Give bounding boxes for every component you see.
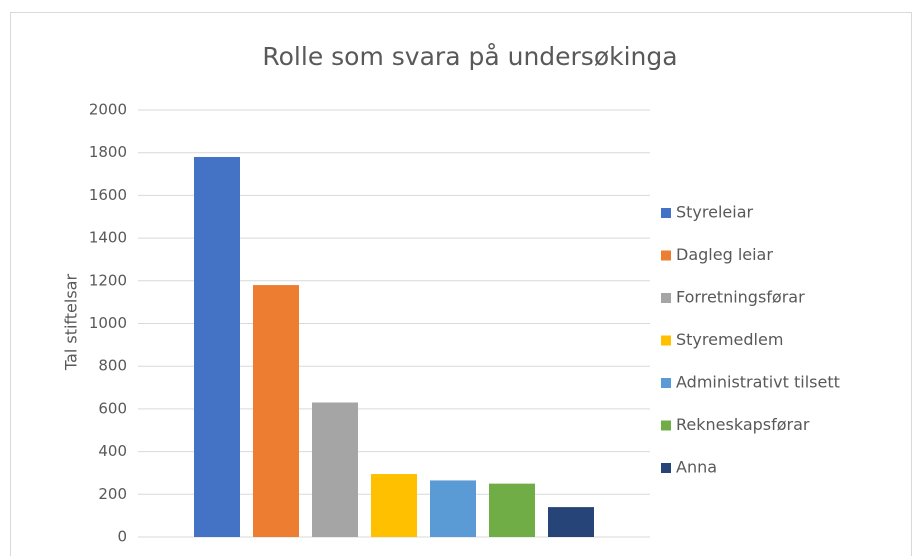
legend-swatch xyxy=(661,463,671,473)
bar xyxy=(312,402,358,537)
legend-label: Styreleiar xyxy=(676,203,754,222)
legend-swatch xyxy=(661,420,671,431)
y-tick-label: 200 xyxy=(98,485,127,503)
y-tick-label: 0 xyxy=(117,528,127,546)
y-tick-label: 1600 xyxy=(89,186,127,204)
y-axis-label: Tal stiftelsar xyxy=(62,274,81,372)
y-tick-label: 2000 xyxy=(89,101,127,119)
legend-label: Rekneskapsførar xyxy=(676,415,810,434)
y-tick-label: 600 xyxy=(98,399,127,417)
legend-swatch xyxy=(661,335,671,346)
chart-title: Rolle som svara på undersøkinga xyxy=(262,42,677,71)
legend-swatch xyxy=(661,250,671,261)
y-tick-label: 1800 xyxy=(89,143,127,161)
legend-swatch xyxy=(661,378,671,388)
legend-swatch xyxy=(661,293,671,303)
y-tick-label: 800 xyxy=(98,357,127,375)
y-tick-label: 1200 xyxy=(89,271,127,289)
bar xyxy=(430,480,476,537)
legend-label: Anna xyxy=(676,458,717,477)
legend-label: Dagleg leiar xyxy=(676,245,773,264)
chart-area xyxy=(10,12,912,556)
legend-label: Forretningsførar xyxy=(676,288,805,307)
y-tick-label: 1400 xyxy=(89,229,127,247)
bar xyxy=(489,483,535,537)
y-tick-label: 1000 xyxy=(89,314,127,332)
legend-label: Styremedlem xyxy=(676,330,783,349)
legend-label: Administrativt tilsett xyxy=(676,373,840,392)
bar xyxy=(371,474,417,537)
y-tick-label: 400 xyxy=(98,442,127,460)
bar xyxy=(548,507,594,537)
bar xyxy=(253,285,299,537)
legend-swatch xyxy=(661,208,671,218)
bar xyxy=(194,156,240,537)
